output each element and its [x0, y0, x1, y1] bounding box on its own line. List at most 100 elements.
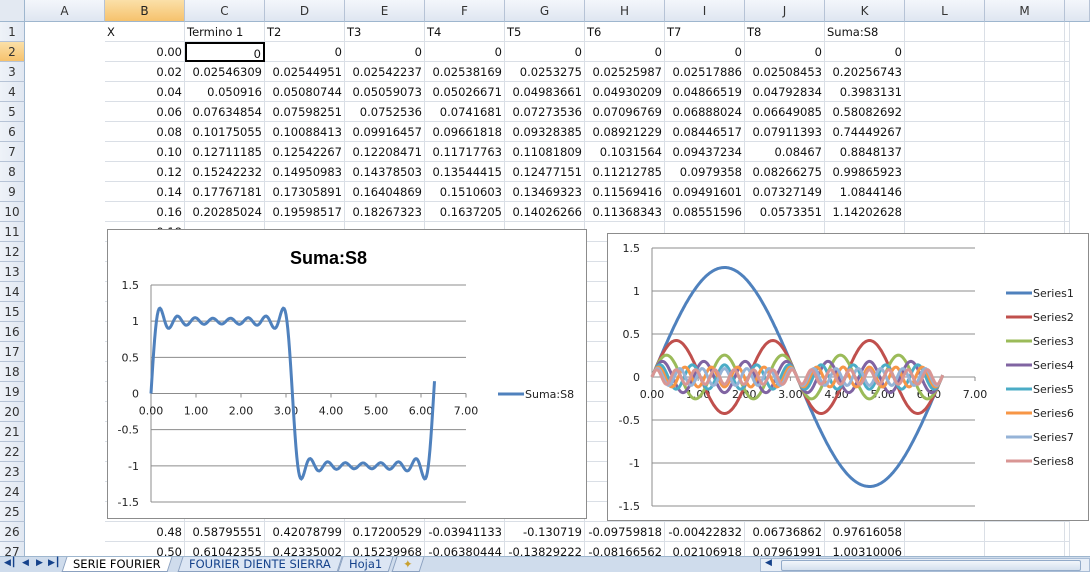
cell-L4[interactable]: [985, 82, 1065, 102]
row-header-23[interactable]: 23: [0, 462, 25, 482]
cell-H4[interactable]: 0.04866519: [665, 82, 745, 102]
cell-B4[interactable]: 0.050916: [185, 82, 265, 102]
column-header-L[interactable]: L: [905, 0, 985, 22]
cell-L6[interactable]: [985, 122, 1065, 142]
cell-C3[interactable]: 0.02544951: [265, 62, 345, 82]
row-header-13[interactable]: 13: [0, 262, 25, 282]
row-header-7[interactable]: 7: [0, 142, 25, 162]
select-all-corner[interactable]: [0, 0, 25, 22]
cell-B5[interactable]: 0.07634854: [185, 102, 265, 122]
cell-C4[interactable]: 0.05080744: [265, 82, 345, 102]
row-header-20[interactable]: 20: [0, 402, 25, 422]
row-header-9[interactable]: 9: [0, 182, 25, 202]
cell-D1[interactable]: T3: [345, 22, 425, 42]
column-header-C[interactable]: C: [185, 0, 265, 22]
row-header-10[interactable]: 10: [0, 202, 25, 222]
row-header-2[interactable]: 2: [0, 42, 25, 62]
row-header-6[interactable]: 6: [0, 122, 25, 142]
cell-K9[interactable]: [905, 182, 985, 202]
cell-J26[interactable]: 0.97616058: [825, 522, 905, 542]
cell-I1[interactable]: T8: [745, 22, 825, 42]
cell-E1[interactable]: T4: [425, 22, 505, 42]
cell-I6[interactable]: 0.07911393: [745, 122, 825, 142]
cell-M7[interactable]: [1065, 142, 1070, 162]
cell-F2[interactable]: 0: [505, 42, 585, 62]
cell-F5[interactable]: 0.07273536: [505, 102, 585, 122]
cell-L2[interactable]: [985, 42, 1065, 62]
sheet-tab-serie-fourier[interactable]: SERIE FOURIER: [61, 557, 173, 572]
cell-L8[interactable]: [985, 162, 1065, 182]
row-header-26[interactable]: 26: [0, 522, 25, 542]
cell-M5[interactable]: [1065, 102, 1070, 122]
sheet-tab-hoja1[interactable]: Hoja1: [337, 557, 394, 572]
cell-C10[interactable]: 0.19598517: [265, 202, 345, 222]
cell-E6[interactable]: 0.09661818: [425, 122, 505, 142]
row-header-11[interactable]: 11: [0, 222, 25, 242]
cell-I8[interactable]: 0.08266275: [745, 162, 825, 182]
cell-I2[interactable]: 0: [745, 42, 825, 62]
row-header-8[interactable]: 8: [0, 162, 25, 182]
cell-A1[interactable]: X: [105, 22, 185, 42]
cell-G9[interactable]: 0.11569416: [585, 182, 665, 202]
column-header-D[interactable]: D: [265, 0, 345, 22]
cell-D2[interactable]: 0: [345, 42, 425, 62]
cell-L3[interactable]: [985, 62, 1065, 82]
cell-A4[interactable]: 0.04: [105, 82, 185, 102]
cell-H8[interactable]: 0.0979358: [665, 162, 745, 182]
cell-I10[interactable]: 0.0573351: [745, 202, 825, 222]
cell-K7[interactable]: [905, 142, 985, 162]
cell-H1[interactable]: T7: [665, 22, 745, 42]
cell-I26[interactable]: 0.06736862: [745, 522, 825, 542]
cell-G5[interactable]: 0.07096769: [585, 102, 665, 122]
column-header-I[interactable]: I: [665, 0, 745, 22]
cell-F8[interactable]: 0.12477151: [505, 162, 585, 182]
insert-sheet-button[interactable]: ✦: [391, 557, 425, 572]
cell-C8[interactable]: 0.14950983: [265, 162, 345, 182]
column-header-B[interactable]: B: [105, 0, 185, 22]
cell-L5[interactable]: [985, 102, 1065, 122]
cell-G3[interactable]: 0.02525987: [585, 62, 665, 82]
row-header-4[interactable]: 4: [0, 82, 25, 102]
row-header-18[interactable]: 18: [0, 362, 25, 382]
cell-I4[interactable]: 0.04792834: [745, 82, 825, 102]
cell-K6[interactable]: [905, 122, 985, 142]
cell-I5[interactable]: 0.06649085: [745, 102, 825, 122]
cell-H5[interactable]: 0.06888024: [665, 102, 745, 122]
cell-E4[interactable]: 0.05026671: [425, 82, 505, 102]
cell-M3[interactable]: [1065, 62, 1070, 82]
cell-M6[interactable]: [1065, 122, 1070, 142]
cell-G7[interactable]: 0.1031564: [585, 142, 665, 162]
cell-A9[interactable]: 0.14: [105, 182, 185, 202]
horizontal-scrollbar[interactable]: ◀: [760, 558, 1090, 572]
cell-B3[interactable]: 0.02546309: [185, 62, 265, 82]
cell-G2[interactable]: 0: [585, 42, 665, 62]
cell-E26[interactable]: -0.03941133: [425, 522, 505, 542]
cell-A7[interactable]: 0.10: [105, 142, 185, 162]
cell-B8[interactable]: 0.15242232: [185, 162, 265, 182]
cell-G10[interactable]: 0.11368343: [585, 202, 665, 222]
cell-J8[interactable]: 0.99865923: [825, 162, 905, 182]
cell-M8[interactable]: [1065, 162, 1070, 182]
cell-G8[interactable]: 0.11212785: [585, 162, 665, 182]
cell-C2[interactable]: 0: [265, 42, 345, 62]
scroll-left-icon[interactable]: ◀: [765, 558, 772, 568]
cell-F9[interactable]: 0.13469323: [505, 182, 585, 202]
cell-H9[interactable]: 0.09491601: [665, 182, 745, 202]
cell-G6[interactable]: 0.08921229: [585, 122, 665, 142]
cell-L10[interactable]: [985, 202, 1065, 222]
cell-J6[interactable]: 0.74449267: [825, 122, 905, 142]
cell-H6[interactable]: 0.08446517: [665, 122, 745, 142]
cell-D7[interactable]: 0.12208471: [345, 142, 425, 162]
cell-C1[interactable]: T2: [265, 22, 345, 42]
column-header-J[interactable]: J: [745, 0, 825, 22]
cell-M9[interactable]: [1065, 182, 1070, 202]
cell-I3[interactable]: 0.02508453: [745, 62, 825, 82]
row-header-25[interactable]: 25: [0, 502, 25, 522]
cell-K10[interactable]: [905, 202, 985, 222]
cell-D10[interactable]: 0.18267323: [345, 202, 425, 222]
cell-H2[interactable]: 0: [665, 42, 745, 62]
cell-E8[interactable]: 0.13544415: [425, 162, 505, 182]
row-header-3[interactable]: 3: [0, 62, 25, 82]
column-header-F[interactable]: F: [425, 0, 505, 22]
row-header-15[interactable]: 15: [0, 302, 25, 322]
